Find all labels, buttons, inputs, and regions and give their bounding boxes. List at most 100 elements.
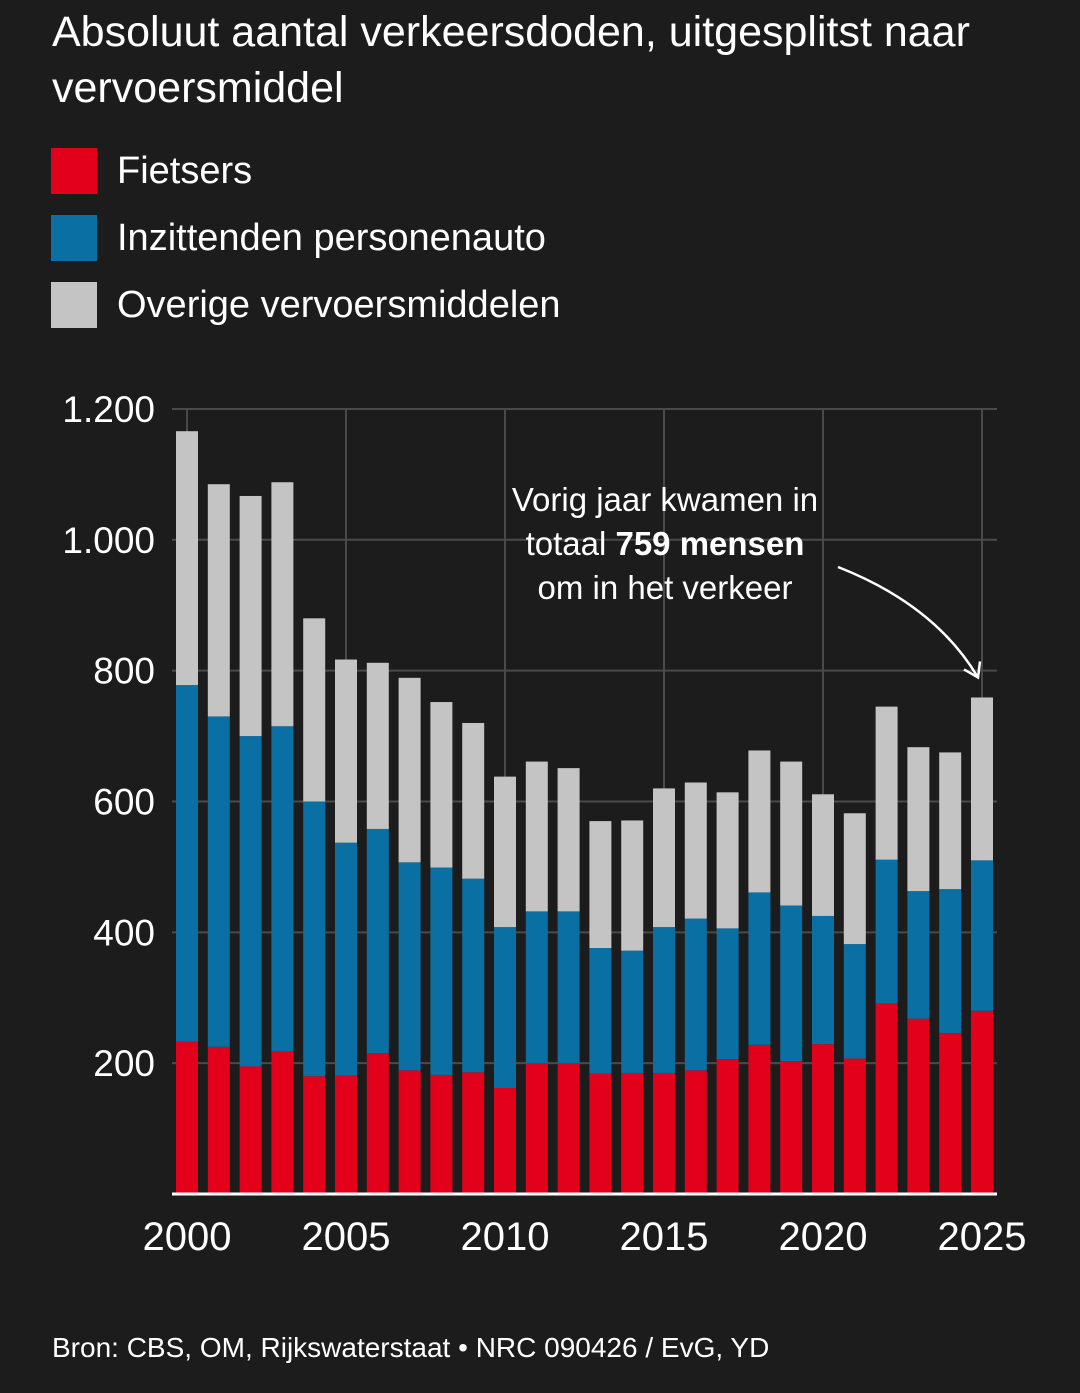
chart-title: Absoluut aantal verkeersdoden, uitgespli…	[52, 8, 970, 112]
bar-fietsers-2011	[525, 1063, 548, 1194]
bar-overige-2020	[812, 794, 834, 916]
annotation-line-1: Vorig jaar kwamen in	[511, 481, 819, 518]
bar-fietsers-2015	[653, 1072, 675, 1194]
bar-fietsers-2002	[239, 1066, 262, 1194]
bar-fietsers-2008	[430, 1074, 453, 1194]
bar-fietsers-2016	[684, 1070, 707, 1194]
x-tick-label-2015: 2015	[620, 1215, 709, 1259]
bar-fietsers-2023	[907, 1018, 930, 1194]
bar-fietsers-2021	[843, 1058, 866, 1194]
bar-auto-2003	[271, 726, 294, 1052]
bar-fietsers-2013	[589, 1073, 612, 1194]
bar-auto-2004	[303, 801, 326, 1077]
bar-auto-2002	[239, 736, 262, 1067]
x-tick-label-2010: 2010	[461, 1215, 550, 1259]
x-tick-label-2000: 2000	[143, 1215, 232, 1259]
legend-swatch-overige	[51, 282, 97, 328]
bar-fietsers-2012	[557, 1063, 580, 1194]
bar-auto-2024	[939, 889, 962, 1034]
bar-overige-2002	[239, 495, 262, 737]
bar-auto-2019	[780, 905, 803, 1062]
bar-overige-2019	[780, 761, 803, 906]
bar-overige-2021	[843, 813, 866, 945]
bar-overige-2023	[907, 747, 930, 892]
bar-overige-2016	[684, 782, 707, 919]
bar-auto-2015	[653, 927, 675, 1073]
bar-fietsers-2001	[207, 1046, 230, 1194]
bar-fietsers-2005	[335, 1075, 357, 1194]
bar-auto-2013	[589, 948, 612, 1074]
bar-auto-2022	[875, 859, 898, 1004]
bars	[176, 431, 993, 1194]
bar-auto-2016	[684, 918, 707, 1071]
bar-fietsers-2014	[621, 1072, 644, 1194]
legend-label-overige: Overige vervoersmiddelen	[117, 284, 561, 326]
bar-overige-2012	[557, 768, 580, 912]
bar-fietsers-2020	[812, 1044, 834, 1194]
bar-auto-2011	[525, 911, 548, 1064]
bar-auto-2017	[716, 928, 739, 1060]
bar-fietsers-2024	[939, 1033, 962, 1194]
y-tick-label-400: 400	[93, 912, 155, 953]
bar-fietsers-2003	[271, 1051, 294, 1194]
bar-fietsers-2006	[366, 1053, 389, 1194]
bar-overige-2001	[207, 484, 230, 717]
bar-fietsers-2022	[875, 1003, 898, 1194]
bar-overige-2013	[589, 821, 612, 949]
x-tick-label-2005: 2005	[302, 1215, 391, 1259]
legend-swatch-auto	[51, 215, 97, 261]
bar-fietsers-2004	[303, 1076, 326, 1194]
bar-fietsers-2018	[748, 1044, 771, 1194]
annotation-arrow-head	[963, 661, 982, 680]
bar-overige-2006	[366, 662, 389, 829]
bar-overige-2008	[430, 702, 453, 868]
bar-auto-2000	[176, 685, 198, 1042]
x-tick-label-2020: 2020	[779, 1215, 868, 1259]
bar-auto-2005	[335, 842, 357, 1076]
annotation-line-3: om in het verkeer	[537, 569, 793, 606]
bar-overige-2004	[303, 618, 326, 802]
bar-fietsers-2019	[780, 1061, 803, 1194]
bar-overige-2022	[875, 706, 898, 860]
annotation-line-2: totaal 759 mensen	[475, 522, 855, 566]
annotation-highlight: 759 mensen	[615, 525, 805, 562]
bar-overige-2005	[335, 659, 357, 843]
bar-fietsers-2009	[462, 1072, 485, 1194]
bar-overige-2014	[621, 820, 644, 951]
bar-auto-2001	[207, 716, 230, 1047]
bar-fietsers-2017	[716, 1059, 739, 1194]
annotation: Vorig jaar kwamen in totaal 759 mensen o…	[475, 478, 855, 610]
bar-overige-2007	[398, 677, 421, 863]
annotation-arrow-line	[837, 565, 980, 679]
bar-overige-2000	[176, 431, 198, 686]
bar-fietsers-2007	[398, 1070, 421, 1194]
legend-swatch-fietsers	[51, 148, 97, 194]
y-tick-label-600: 600	[93, 781, 155, 822]
bar-auto-2020	[812, 915, 834, 1045]
bar-auto-2014	[621, 950, 644, 1073]
bar-fietsers-2025	[971, 1010, 993, 1194]
bar-overige-2009	[462, 722, 485, 879]
y-tick-label-800: 800	[93, 651, 155, 692]
bar-auto-2023	[907, 891, 930, 1019]
bar-overige-2018	[748, 750, 771, 893]
bar-auto-2018	[748, 892, 771, 1045]
bar-overige-2025	[971, 697, 993, 861]
bar-overige-2017	[716, 792, 739, 929]
bar-auto-2006	[366, 828, 389, 1054]
bar-overige-2003	[271, 482, 294, 727]
bar-auto-2008	[430, 867, 453, 1075]
bar-auto-2021	[843, 944, 866, 1059]
y-tick-label-200: 200	[93, 1043, 155, 1084]
legend-label-auto: Inzittenden personenauto	[117, 217, 546, 259]
bar-auto-2009	[462, 878, 485, 1073]
bar-overige-2015	[653, 788, 675, 928]
tick-labels: 200 400 600 800 1.000 1.200 2000 2005 2010 2015 20…	[62, 389, 1026, 1259]
bar-overige-2011	[525, 761, 548, 912]
bar-auto-2012	[557, 911, 580, 1064]
bar-overige-2024	[939, 752, 962, 890]
source-credit: Bron: CBS, OM, Rijkswaterstaat • NRC 090…	[52, 1332, 770, 1363]
y-tick-label-1000: 1.000	[62, 520, 155, 561]
y-tick-label-1200: 1.200	[62, 389, 155, 430]
bar-auto-2025	[971, 860, 993, 1011]
